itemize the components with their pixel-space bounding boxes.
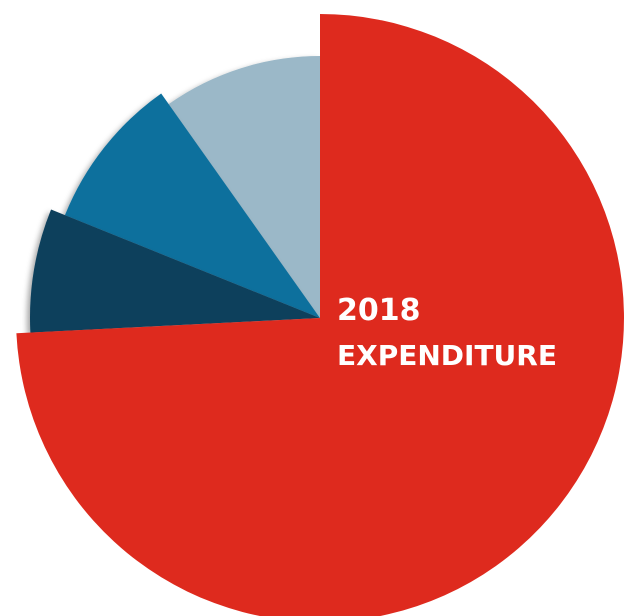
- pie-slice-1: [16, 14, 624, 616]
- pie-slice-2: [30, 209, 320, 333]
- chart-title-line1: 2018: [337, 293, 421, 328]
- pie-slice-4: [168, 56, 320, 318]
- pie-slice-3: [64, 93, 320, 318]
- chart-title-line2: EXPENDITURE: [337, 339, 557, 372]
